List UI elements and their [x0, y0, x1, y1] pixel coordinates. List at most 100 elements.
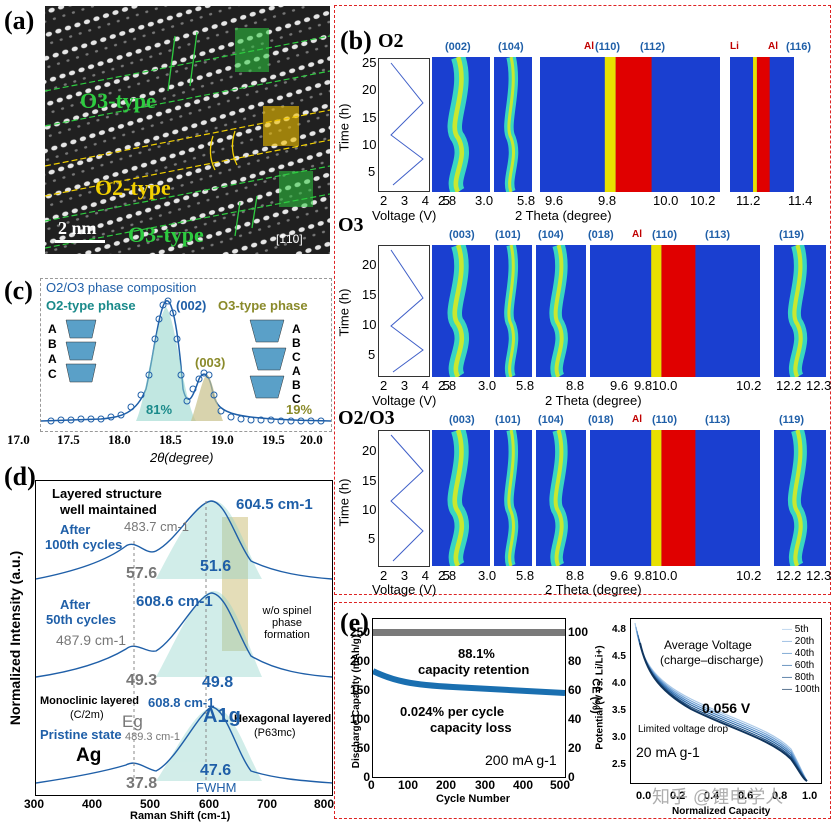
- e-retention2: capacity retention: [418, 662, 530, 677]
- o3-type-label-top: O3-type: [80, 88, 156, 113]
- c-o3-fill: [191, 375, 223, 421]
- d-peak50-eg: 487.9 cm-1: [56, 632, 127, 648]
- panel-a-label: (a): [4, 6, 35, 35]
- b-o2-voltage-ticks: 2 3 4 5: [380, 193, 455, 208]
- hkl-label: (003): [449, 414, 475, 426]
- heatmap-panel: [432, 430, 490, 566]
- c-data-point: [169, 309, 177, 317]
- d-fwhm-label: FWHM: [196, 780, 237, 795]
- c-data-point: [159, 301, 167, 309]
- d-spinel: w/o spinel phase formation: [262, 605, 312, 641]
- d-ag-label: Ag: [76, 745, 102, 766]
- panel-c-label: (c): [4, 276, 33, 305]
- c-data-point: [237, 415, 245, 423]
- b-o2o3-voltage-ticks: 2 3 4 5: [380, 568, 455, 583]
- b-xtick: 8.8: [566, 378, 585, 393]
- heatmap-panel: [774, 430, 826, 566]
- c-data-point: [164, 297, 172, 305]
- voltage-profile-o2: [378, 58, 430, 192]
- o2-type-label: O2-type: [95, 175, 171, 200]
- hkl-label: (113): [705, 414, 731, 426]
- heatmap-panel: [536, 430, 586, 566]
- b-o2-ytick: 5: [368, 164, 376, 179]
- c-data-point: [227, 413, 235, 421]
- legend-5th: — 5th: [782, 624, 809, 635]
- e-retention: 88.1%: [458, 646, 495, 661]
- c-data-point: [117, 411, 125, 419]
- b-o2o3-theta-label: 2 Theta (degree): [545, 582, 642, 597]
- time-axis-label-o2o3: Time (h): [336, 478, 352, 527]
- hkl-label: (104): [538, 414, 564, 426]
- b-xtick: 10.2: [736, 378, 762, 393]
- b-xtick: 12.2: [776, 568, 802, 583]
- c-data-point: [277, 417, 285, 425]
- e-xlabel2: Normalized Capacity: [672, 806, 771, 817]
- hkl-label: (002): [445, 41, 471, 53]
- d-fwhm50-a1g: 49.8: [202, 674, 234, 691]
- heatmap-panel: [774, 245, 826, 377]
- c-data-point: [183, 397, 191, 405]
- c-o3-phase: O3-type phase: [218, 298, 308, 313]
- b-o2o3-ytick: 5: [368, 531, 376, 546]
- hkl-label: (003): [449, 229, 475, 241]
- hkl-label: Al: [768, 41, 778, 52]
- b-o2o3-voltage-label: Voltage (V): [372, 582, 437, 597]
- b-xtick: 5.8: [517, 193, 536, 208]
- d-header2: well maintained: [60, 502, 157, 517]
- voltage-profile-o3: [378, 245, 430, 377]
- b-o2-voltage-label: Voltage (V): [372, 208, 437, 223]
- o3-type-label-bottom: O3-type: [128, 222, 204, 247]
- d-peak100-a1g: 604.5 cm-1: [236, 496, 313, 513]
- scale-bar: [55, 240, 105, 243]
- c-data-point: [257, 416, 265, 424]
- b-o2-theta-label: 2 Theta (degree): [515, 208, 612, 223]
- hkl-label: (018): [588, 414, 614, 426]
- c-pct-o2: 81%: [146, 402, 173, 417]
- b-xtick: 9.8: [598, 193, 617, 208]
- b-xtick: 2.8: [438, 568, 457, 583]
- c-peak-003: (003): [195, 355, 226, 370]
- b-o2-ytick: 25: [362, 55, 377, 70]
- b-o3-ytick: 10: [362, 317, 377, 332]
- c-data-point: [137, 391, 145, 399]
- b-xtick: 10.0: [652, 378, 678, 393]
- b-o2-ytick: 10: [362, 137, 377, 152]
- c-data-point: [247, 416, 255, 424]
- b-o3-ytick: 5: [368, 347, 376, 362]
- b-xtick: 9.6: [610, 378, 629, 393]
- c-data-point: [210, 391, 218, 399]
- hkl-label: (113): [705, 229, 731, 241]
- hkl-label: (104): [498, 41, 524, 53]
- c-o3-structure: [248, 318, 288, 402]
- heatmap-panel: [590, 245, 760, 377]
- heatmap-panel: [540, 57, 720, 192]
- panel-c-plot: [40, 278, 332, 432]
- b-xtick: 3.0: [475, 193, 494, 208]
- hkl-label: (119): [779, 229, 805, 241]
- heatmap-panel: [494, 57, 532, 192]
- b-o3-ytick: 20: [362, 257, 377, 272]
- b-xtick: 10.2: [690, 193, 716, 208]
- b-xtick: 5.8: [516, 378, 535, 393]
- e-avg-title: Average Voltage: [664, 638, 752, 652]
- d-peak50-a1g: 608.6 cm-1: [136, 593, 213, 610]
- c-data-point: [97, 415, 105, 423]
- c-data-point: [77, 415, 85, 423]
- d-after50: After: [60, 597, 91, 612]
- d-eg-label: Eg: [122, 712, 143, 731]
- panel-a-image: [45, 6, 330, 254]
- legend-80th: — 80th: [782, 672, 815, 683]
- e-cycling-plot: [371, 618, 566, 778]
- d-monoclinic-sg: (C/2m): [70, 709, 104, 721]
- c-data-point: [47, 417, 55, 425]
- c-o2-structure: [62, 318, 100, 384]
- b-xtick: 11.4: [788, 193, 813, 208]
- panel-d-plot: [35, 480, 333, 796]
- d-hexagonal: Hexagonal layered: [234, 713, 332, 725]
- c-data-point: [217, 407, 225, 415]
- hkl-label: (119): [779, 414, 805, 426]
- e-loss2: capacity loss: [430, 720, 512, 735]
- c-title: O2/O3 phase composition: [46, 280, 197, 295]
- b-xtick: 10.0: [653, 193, 679, 208]
- c-data-point: [145, 371, 153, 379]
